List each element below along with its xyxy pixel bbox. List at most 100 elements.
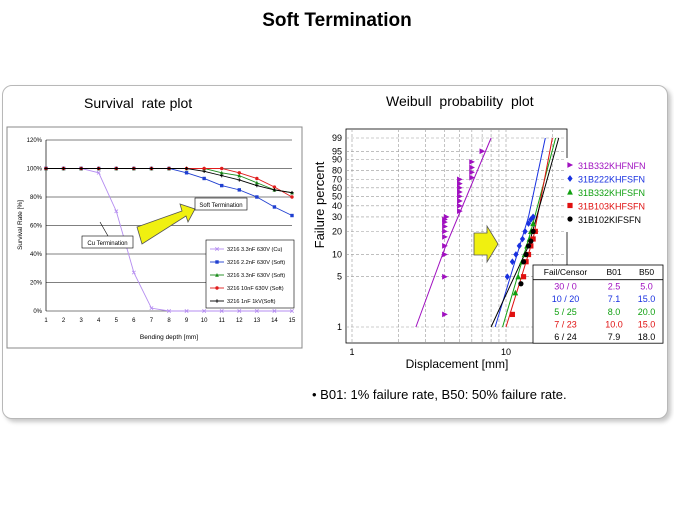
data-point bbox=[442, 223, 448, 230]
data-point bbox=[479, 148, 486, 155]
table-cell: 7.1 bbox=[608, 294, 621, 304]
y-tick-label: 40% bbox=[30, 252, 43, 258]
data-point bbox=[522, 227, 528, 235]
data-point bbox=[469, 169, 475, 176]
y-tick-label: 100% bbox=[27, 167, 43, 173]
data-point bbox=[149, 306, 154, 311]
y-tick-label: 5 bbox=[337, 272, 342, 282]
data-point bbox=[254, 180, 259, 185]
legend-label: 31B332KHFNFN bbox=[578, 161, 646, 171]
legend-label: 31B222KHFSFN bbox=[578, 175, 645, 185]
legend-marker bbox=[567, 216, 573, 222]
data-point bbox=[132, 166, 136, 171]
y-tick-label: 10 bbox=[332, 250, 342, 260]
fit-line bbox=[494, 137, 546, 328]
legend-label: 31B102KIFSFN bbox=[578, 215, 641, 225]
table-cell: 10.0 bbox=[605, 320, 623, 330]
table-cell: 2.5 bbox=[608, 281, 621, 291]
table-header: B01 bbox=[606, 267, 621, 277]
legend-label: 31B332KHFSFN bbox=[578, 188, 645, 198]
data-point bbox=[290, 191, 294, 195]
data-point bbox=[184, 166, 189, 171]
legend-label: 31B103KHFSFN bbox=[578, 202, 645, 212]
y-tick-label: 120% bbox=[27, 138, 43, 144]
table-cell: 10 / 20 bbox=[552, 294, 580, 304]
arrow-icon bbox=[136, 203, 196, 245]
x-tick-label: 14 bbox=[271, 318, 278, 324]
table-cell: 15.0 bbox=[638, 294, 656, 304]
table-cell: 30 / 0 bbox=[554, 281, 577, 291]
legend-marker bbox=[215, 247, 219, 251]
survival-legend: 3216 3.3nF 630V (Cu) 3216 2.2nF 630V (Sof… bbox=[205, 239, 295, 309]
data-point bbox=[290, 195, 294, 199]
legend-label: 3216 2.2nF 630V (Soft) bbox=[227, 260, 285, 266]
data-point bbox=[202, 166, 206, 171]
data-point bbox=[442, 216, 448, 223]
data-point bbox=[149, 166, 154, 171]
data-point bbox=[184, 309, 189, 313]
plot-area bbox=[345, 128, 568, 344]
weibull-series-5 bbox=[518, 228, 536, 287]
data-point bbox=[237, 188, 241, 192]
legend-marker bbox=[567, 162, 574, 168]
data-point bbox=[272, 205, 277, 209]
soft-termination-callout: Soft Termination bbox=[136, 197, 248, 245]
data-point bbox=[519, 235, 526, 243]
y-tick-label: 80 bbox=[332, 165, 342, 175]
data-point bbox=[290, 309, 294, 313]
y-tick-label: 1 bbox=[337, 322, 342, 332]
data-point bbox=[512, 289, 519, 296]
data-point bbox=[530, 220, 536, 227]
x-tick-label: 4 bbox=[97, 318, 101, 324]
data-point bbox=[457, 189, 463, 195]
data-point bbox=[457, 208, 463, 214]
data-point bbox=[237, 309, 242, 313]
weibull-series-2 bbox=[504, 213, 536, 281]
data-point bbox=[457, 184, 463, 191]
legend-marker bbox=[567, 188, 573, 195]
data-point bbox=[237, 178, 241, 182]
data-point bbox=[525, 220, 532, 227]
y-tick-label: 20% bbox=[30, 281, 43, 287]
legend-label: 3216 3.3nF 630V (Soft) bbox=[227, 273, 285, 279]
data-point bbox=[442, 243, 448, 249]
data-point bbox=[530, 228, 536, 234]
survival-ylabel: Survival Rate [%] bbox=[17, 200, 24, 250]
x-tick-label: 13 bbox=[254, 318, 261, 324]
table-cell: 7 / 23 bbox=[554, 320, 577, 330]
data-point bbox=[515, 273, 522, 280]
x-tick-label: 2 bbox=[62, 318, 66, 324]
series-5 bbox=[44, 166, 294, 195]
data-point bbox=[167, 166, 171, 171]
weibull-summary-table: Fail/Censor B01 B50 30 / 0 2.5 5.0 10 / 20 7.1 1… bbox=[532, 264, 664, 344]
data-point bbox=[442, 228, 448, 235]
table-cell: 6 / 24 bbox=[554, 332, 577, 342]
data-point bbox=[530, 213, 536, 221]
table-frame bbox=[532, 264, 664, 344]
x-tick-label: 1 bbox=[44, 318, 48, 324]
data-point bbox=[442, 273, 448, 280]
data-point bbox=[523, 251, 529, 258]
y-tick-label: 0% bbox=[33, 309, 42, 315]
data-point bbox=[509, 311, 515, 318]
x-tick-label: 1 bbox=[349, 347, 354, 357]
data-point bbox=[528, 216, 534, 223]
data-point bbox=[457, 180, 463, 187]
legend-label: 3216 3.3nF 630V (Cu) bbox=[227, 247, 282, 253]
weibull-xlabel: Displacement [mm] bbox=[406, 357, 509, 371]
data-point bbox=[469, 174, 475, 181]
table-header: Fail/Censor bbox=[544, 267, 588, 277]
y-tick-label: 90 bbox=[332, 154, 342, 164]
data-point bbox=[237, 171, 241, 175]
x-tick-label: 9 bbox=[185, 318, 189, 324]
data-point bbox=[114, 209, 119, 214]
legend-label: 3216 1nF 1kV(Soft) bbox=[227, 299, 276, 305]
weibull-legend: 31B332KHFNFN 31B222KHFSFN 31B332KHFSFN 31B1… bbox=[566, 158, 662, 232]
y-tick-label: 60 bbox=[332, 183, 342, 193]
data-point bbox=[504, 273, 510, 281]
y-tick-label: 70 bbox=[332, 174, 342, 184]
y-tick-label: 30 bbox=[332, 212, 342, 222]
data-point bbox=[457, 176, 463, 183]
data-point bbox=[79, 166, 83, 171]
legend-marker bbox=[215, 299, 219, 303]
